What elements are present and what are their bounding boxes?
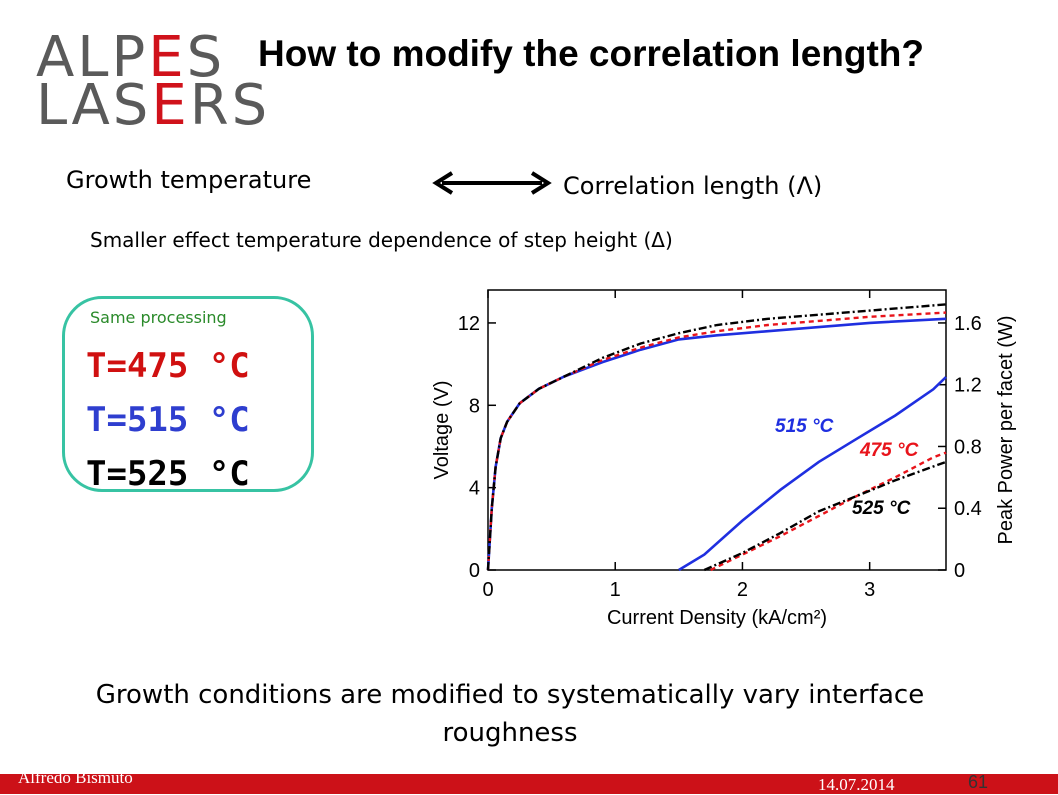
y-tick-label: 12 [458,313,480,335]
logo-text-accent: E [151,73,190,138]
logo-text: S [186,25,226,90]
logo-line-1: ALPES [36,30,225,86]
footer-author: Alfredo Bismuto [18,768,133,787]
footer-date: 14.07.2014 [818,775,895,794]
x-tick-label: 0 [482,579,493,601]
y-tick-label: 4 [469,478,480,500]
slide-title: How to modify the correlation length? [258,33,924,74]
y-tick-label: 0 [469,560,480,582]
series-line-525-power [703,460,947,572]
x-axis-label: Current Density (kA/cm²) [607,607,827,629]
logo-text-accent: E [148,25,187,90]
same-processing-label: Same processing [90,308,227,327]
x-tick-label: 3 [864,579,875,601]
growth-temperature-label: Growth temperature [66,166,312,194]
logo-text: RS [189,73,271,138]
series-line-525-voltage [486,303,947,571]
logo-text: ALP [36,25,149,90]
logo-line-2: LASERS [36,78,270,134]
y2-tick-label: 1.2 [954,375,982,397]
x-tick-label: 2 [737,579,748,601]
y2-tick-label: 1.6 [954,313,982,335]
page-number: 61 [968,772,989,792]
series-line-475-power [710,451,947,572]
footer-bar [0,774,1058,794]
series-lines [486,303,947,572]
temperature-475: T=475 °C [86,346,250,386]
conclusion-text: Growth conditions are modified to system… [95,680,925,748]
correlation-length-label: Correlation length (Λ) [563,172,823,200]
temperature-515: T=515 °C [86,400,250,440]
y2-tick-label: 0 [954,560,965,582]
annotation-475: 475 °C [859,440,919,461]
annotation-525: 525 °C [852,498,911,519]
temperature-box [62,296,314,492]
iv-power-chart: 0 1 2 3 0 4 8 12 0 0.4 0.8 1.2 1.6 Curre… [431,289,1017,629]
y-tick-label: 8 [469,395,480,417]
logo-text: LAS [36,73,152,138]
temperature-525: T=525 °C [86,454,250,494]
y2-tick-label: 0.4 [954,498,982,520]
y-axis-label: Voltage (V) [431,381,453,480]
plot-frame [487,289,947,571]
y2-axis-label: Peak Power per facet (W) [995,316,1017,545]
y2-tick-label: 0.8 [954,436,982,458]
axis-ticks [487,290,946,571]
subtitle: Smaller effect temperature dependence of… [90,228,673,252]
double-arrow-icon [432,171,552,195]
x-tick-label: 1 [610,579,621,601]
series-line-515-power [678,376,947,572]
annotation-515: 515 °C [775,416,834,437]
